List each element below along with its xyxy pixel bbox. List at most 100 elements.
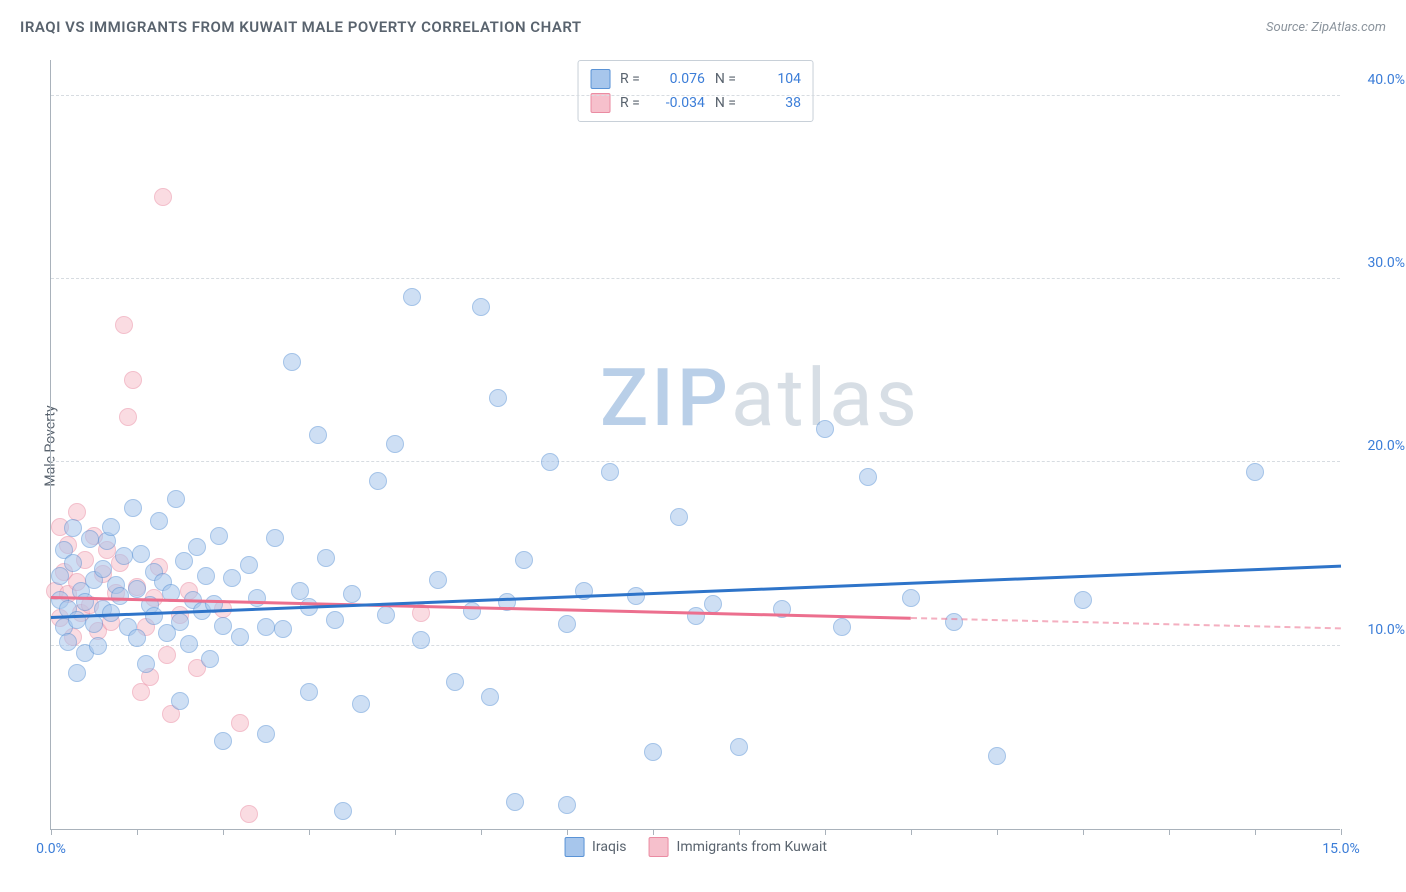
scatter-point-blue xyxy=(188,538,206,556)
scatter-point-blue xyxy=(300,683,318,701)
scatter-point-blue xyxy=(64,554,82,572)
x-tick xyxy=(137,829,138,835)
scatter-point-pink xyxy=(154,188,172,206)
scatter-point-blue xyxy=(309,426,327,444)
watermark: ZIPatlas xyxy=(600,351,920,445)
scatter-point-blue xyxy=(644,743,662,761)
scatter-point-blue xyxy=(446,673,464,691)
scatter-point-blue xyxy=(601,463,619,481)
scatter-point-blue xyxy=(94,560,112,578)
scatter-point-blue xyxy=(214,732,232,750)
scatter-point-blue xyxy=(334,802,352,820)
bottom-legend: Iraqis Immigrants from Kuwait xyxy=(564,837,827,857)
x-tick xyxy=(395,829,396,835)
scatter-point-blue xyxy=(89,637,107,655)
legend-swatch-blue xyxy=(564,837,584,857)
scatter-point-blue xyxy=(352,695,370,713)
scatter-point-pink xyxy=(124,371,142,389)
legend-item-2: Immigrants from Kuwait xyxy=(649,837,827,857)
x-tick xyxy=(1083,829,1084,835)
scatter-point-blue xyxy=(274,620,292,638)
scatter-point-blue xyxy=(59,633,77,651)
scatter-point-blue xyxy=(171,613,189,631)
n-label-1: N = xyxy=(715,71,736,87)
x-tick xyxy=(739,829,740,835)
stats-row-1: R = 0.076 N = 104 xyxy=(590,67,801,91)
scatter-point-blue xyxy=(257,725,275,743)
scatter-point-blue xyxy=(132,545,150,563)
x-tick xyxy=(1255,829,1256,835)
scatter-point-blue xyxy=(68,664,86,682)
scatter-point-blue xyxy=(403,288,421,306)
chart-title: IRAQI VS IMMIGRANTS FROM KUWAIT MALE POV… xyxy=(20,18,582,36)
scatter-point-pink xyxy=(68,503,86,521)
scatter-point-blue xyxy=(412,631,430,649)
scatter-point-blue xyxy=(988,747,1006,765)
legend-swatch-pink xyxy=(649,837,669,857)
scatter-point-blue xyxy=(128,629,146,647)
x-tick-label: 15.0% xyxy=(1322,841,1360,857)
scatter-point-blue xyxy=(343,585,361,603)
y-tick-label: 10.0% xyxy=(1345,622,1405,638)
scatter-point-blue xyxy=(283,353,301,371)
scatter-point-blue xyxy=(124,499,142,517)
scatter-point-blue xyxy=(291,582,309,600)
scatter-point-blue xyxy=(730,738,748,756)
x-tick xyxy=(911,829,912,835)
y-tick-label: 20.0% xyxy=(1345,438,1405,454)
scatter-point-pink xyxy=(158,646,176,664)
scatter-point-blue xyxy=(175,552,193,570)
scatter-point-blue xyxy=(248,589,266,607)
scatter-point-blue xyxy=(210,527,228,545)
scatter-point-blue xyxy=(317,549,335,567)
scatter-point-blue xyxy=(171,692,189,710)
scatter-point-blue xyxy=(180,635,198,653)
legend-label-2: Immigrants from Kuwait xyxy=(677,839,827,855)
legend-item-1: Iraqis xyxy=(564,837,626,857)
scatter-point-blue xyxy=(231,628,249,646)
scatter-point-blue xyxy=(115,547,133,565)
gridline-h xyxy=(51,95,1340,96)
scatter-point-blue xyxy=(81,530,99,548)
x-tick xyxy=(309,829,310,835)
scatter-point-blue xyxy=(369,472,387,490)
scatter-point-blue xyxy=(472,298,490,316)
x-tick xyxy=(1341,829,1342,835)
x-tick xyxy=(997,829,998,835)
x-tick xyxy=(51,829,52,835)
scatter-point-blue xyxy=(386,435,404,453)
x-tick xyxy=(567,829,568,835)
scatter-point-blue xyxy=(137,655,155,673)
plot-area: ZIPatlas R = 0.076 N = 104 R = -0.034 N … xyxy=(50,60,1340,830)
y-tick-label: 30.0% xyxy=(1345,255,1405,271)
scatter-point-blue xyxy=(463,602,481,620)
x-tick xyxy=(481,829,482,835)
scatter-point-pink xyxy=(119,408,137,426)
scatter-point-blue xyxy=(145,607,163,625)
scatter-point-blue xyxy=(128,580,146,598)
scatter-point-blue xyxy=(76,593,94,611)
swatch-blue xyxy=(590,69,610,89)
r-label-1: R = xyxy=(620,71,640,87)
x-tick xyxy=(1169,829,1170,835)
scatter-point-blue xyxy=(704,595,722,613)
scatter-point-blue xyxy=(64,519,82,537)
scatter-point-blue xyxy=(111,587,129,605)
scatter-point-blue xyxy=(627,587,645,605)
r-value-2: -0.034 xyxy=(650,95,705,111)
scatter-point-blue xyxy=(945,613,963,631)
trend-pink-dash xyxy=(911,617,1341,629)
r-label-2: R = xyxy=(620,95,640,111)
scatter-point-blue xyxy=(833,618,851,636)
scatter-point-blue xyxy=(515,551,533,569)
x-tick xyxy=(223,829,224,835)
scatter-point-blue xyxy=(541,453,559,471)
n-value-1: 104 xyxy=(746,71,801,87)
watermark-zip: ZIP xyxy=(600,351,731,445)
x-tick-label: 0.0% xyxy=(36,841,66,857)
source-attribution: Source: ZipAtlas.com xyxy=(1266,20,1386,35)
n-label-2: N = xyxy=(715,95,736,111)
scatter-point-blue xyxy=(197,567,215,585)
scatter-point-blue xyxy=(150,512,168,530)
scatter-point-blue xyxy=(102,518,120,536)
